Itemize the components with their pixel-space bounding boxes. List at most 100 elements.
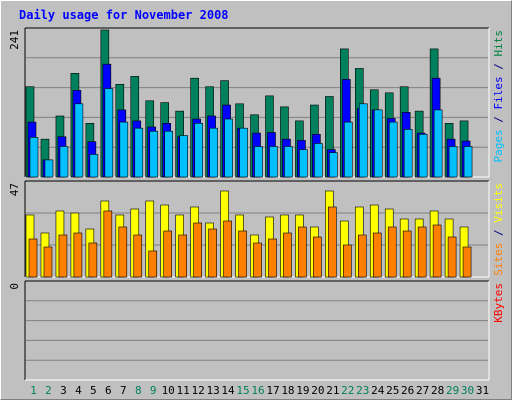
bar-sites-day-30 <box>462 246 472 278</box>
day-label-2: 2 <box>45 384 52 397</box>
bar-sites-day-25 <box>387 226 397 278</box>
bar-sites-day-9 <box>148 250 158 278</box>
day-label-19: 19 <box>296 384 309 397</box>
series-label-part: / <box>492 110 505 130</box>
bar-sites-day-20 <box>313 236 322 278</box>
bar-pages-day-14 <box>224 118 233 178</box>
bar-pages-day-24 <box>373 109 383 178</box>
bar-sites-day-29 <box>447 236 457 278</box>
bar-sites-day-19 <box>298 226 307 278</box>
bar-sites-day-15 <box>238 230 247 278</box>
day-label-24: 24 <box>371 384 385 397</box>
panel-visits-sites-max-label: 47 <box>8 183 21 196</box>
bar-pages-day-5 <box>89 154 99 178</box>
bar-sites-day-8 <box>133 234 143 278</box>
day-label-17: 17 <box>266 384 279 397</box>
bar-pages-day-13 <box>209 127 218 178</box>
day-label-4: 4 <box>75 384 82 397</box>
bar-sites-day-10 <box>163 230 173 278</box>
bar-sites-day-21 <box>328 206 337 278</box>
day-label-11: 11 <box>177 384 190 397</box>
bar-pages-day-30 <box>463 146 473 178</box>
bar-pages-day-25 <box>388 121 398 178</box>
series-label-part: Hits <box>492 30 505 57</box>
bar-sites-day-2 <box>43 246 53 278</box>
bar-pages-day-22 <box>344 121 353 178</box>
day-label-29: 29 <box>446 384 459 397</box>
day-label-25: 25 <box>386 384 399 397</box>
panel-visits-sites-series-label: Sites / Visits <box>492 183 505 276</box>
bar-sites-day-7 <box>118 226 128 278</box>
day-label-14: 14 <box>221 384 235 397</box>
bar-pages-day-8 <box>134 127 144 178</box>
bar-sites-day-14 <box>223 220 232 278</box>
bar-sites-day-24 <box>372 232 382 278</box>
day-label-5: 5 <box>90 384 97 397</box>
bar-pages-day-12 <box>194 123 203 178</box>
day-label-13: 13 <box>206 384 219 397</box>
day-label-10: 10 <box>162 384 175 397</box>
day-label-23: 23 <box>356 384 369 397</box>
bar-sites-day-18 <box>283 232 292 278</box>
bar-sites-day-23 <box>357 234 367 278</box>
bar-pages-day-17 <box>269 146 278 178</box>
bar-pages-day-2 <box>44 159 54 178</box>
bar-pages-day-7 <box>119 121 129 178</box>
bar-pages-day-18 <box>284 146 293 178</box>
series-label-part: KBytes <box>492 283 505 323</box>
bar-pages-day-15 <box>239 127 248 178</box>
bar-pages-day-26 <box>403 129 413 178</box>
chart-title: Daily usage for November 2008 <box>19 8 229 22</box>
bar-pages-day-28 <box>433 109 443 178</box>
bar-pages-day-6 <box>104 88 114 178</box>
panel-hits-files-pages-series-label: Pages / Files / Hits <box>492 30 505 163</box>
day-label-26: 26 <box>401 384 414 397</box>
day-label-27: 27 <box>416 384 429 397</box>
bar-sites-day-27 <box>417 226 427 278</box>
bar-sites-day-22 <box>343 244 352 278</box>
bar-pages-day-4 <box>74 103 84 178</box>
day-label-6: 6 <box>105 384 112 397</box>
bar-pages-day-20 <box>314 143 323 178</box>
bar-sites-day-17 <box>268 238 277 278</box>
bar-sites-day-11 <box>178 234 187 278</box>
bar-pages-day-29 <box>448 146 458 178</box>
day-label-20: 20 <box>311 384 324 397</box>
day-label-18: 18 <box>281 384 294 397</box>
bar-pages-day-3 <box>59 146 69 178</box>
series-label-part: Pages <box>492 129 505 162</box>
bar-pages-day-9 <box>149 130 159 178</box>
day-label-8: 8 <box>135 384 142 397</box>
bar-pages-day-23 <box>358 103 368 178</box>
bar-sites-day-1 <box>28 238 38 278</box>
panel-kbytes-series-label: KBytes <box>492 283 505 323</box>
day-label-30: 30 <box>461 384 474 397</box>
day-label-31: 31 <box>476 384 489 397</box>
series-label-part: Visits <box>492 183 505 223</box>
day-label-15: 15 <box>236 384 249 397</box>
series-label-part: / <box>492 57 505 77</box>
day-label-28: 28 <box>431 384 444 397</box>
bar-sites-day-3 <box>58 234 68 278</box>
day-label-22: 22 <box>341 384 354 397</box>
bar-sites-day-12 <box>193 222 202 278</box>
series-label-part: / <box>492 223 505 243</box>
bar-sites-day-4 <box>73 232 83 278</box>
bar-pages-day-11 <box>179 135 188 178</box>
bar-sites-day-26 <box>402 230 412 278</box>
day-label-16: 16 <box>251 384 264 397</box>
bar-sites-day-5 <box>88 242 98 278</box>
bar-pages-day-10 <box>164 130 174 178</box>
series-label-part: Sites <box>492 243 505 276</box>
bar-sites-day-28 <box>432 224 442 278</box>
bar-sites-day-16 <box>253 242 262 278</box>
panel-hits-files-pages-max-label: 241 <box>8 30 21 50</box>
bar-pages-day-21 <box>329 152 338 178</box>
bar-pages-day-27 <box>418 134 428 178</box>
bar-pages-day-16 <box>254 146 263 178</box>
day-label-9: 9 <box>150 384 157 397</box>
bar-pages-day-1 <box>29 137 39 178</box>
day-label-7: 7 <box>120 384 127 397</box>
day-label-21: 21 <box>326 384 339 397</box>
